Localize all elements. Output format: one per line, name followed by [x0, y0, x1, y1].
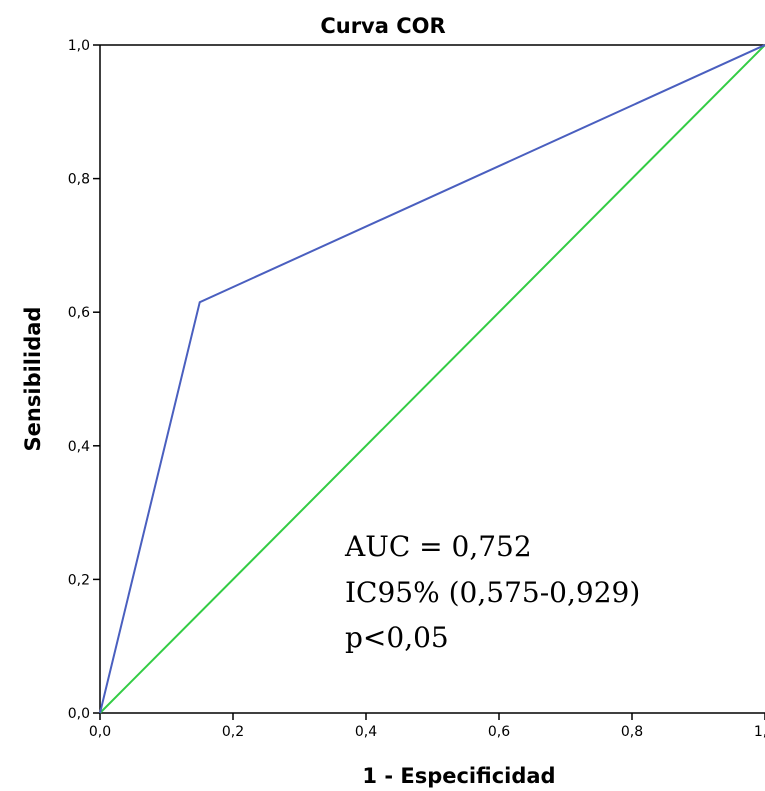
x-axis-label: 1 - Especificidad — [362, 764, 555, 788]
y-tick-label: 0,4 — [68, 439, 90, 455]
x-tick-label: 0,4 — [355, 724, 377, 740]
y-tick-label: 0,8 — [68, 172, 90, 188]
y-tick-label: 1,0 — [68, 38, 90, 54]
y-axis-label: Sensibilidad — [21, 307, 45, 452]
annotation-ci: IC95% (0,575-0,929) — [345, 576, 640, 609]
annotation-block: AUC = 0,752 IC95% (0,575-0,929) p<0,05 — [344, 530, 640, 654]
y-tick-label: 0,0 — [68, 706, 90, 722]
x-axis-ticks: 0,0 0,2 0,4 0,6 0,8 1,0 — [89, 713, 765, 740]
annotation-auc: AUC = 0,752 — [344, 530, 532, 563]
y-tick-label: 0,6 — [68, 305, 90, 321]
reference-diagonal-line — [99, 44, 765, 714]
annotation-p: p<0,05 — [345, 621, 449, 654]
y-axis-ticks: 0,0 0,2 0,4 0,6 0,8 1,0 — [68, 38, 100, 722]
x-tick-label: 0,6 — [488, 724, 510, 740]
x-tick-label: 0,0 — [89, 724, 111, 740]
chart-title: Curva COR — [320, 14, 445, 38]
series-layer — [99, 44, 765, 714]
x-tick-label: 0,8 — [621, 724, 643, 740]
plot-area — [99, 44, 765, 714]
y-tick-label: 0,2 — [68, 572, 90, 588]
x-tick-label: 0,2 — [222, 724, 244, 740]
roc-curve-line — [99, 44, 765, 714]
x-tick-label: 1,0 — [754, 724, 765, 740]
